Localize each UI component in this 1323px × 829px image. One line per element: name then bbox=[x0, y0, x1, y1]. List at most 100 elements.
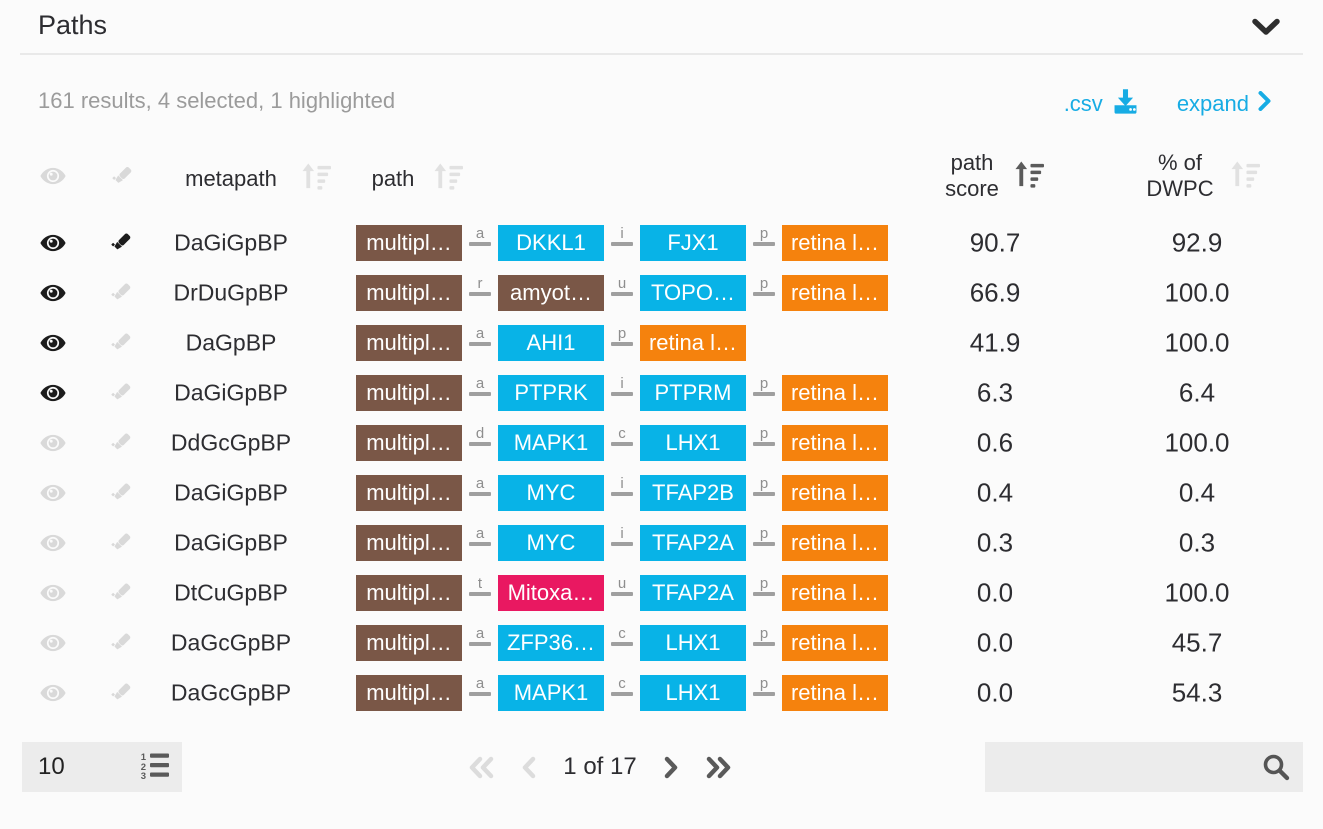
path-edge[interactable]: i bbox=[604, 375, 640, 411]
eye-toggle[interactable] bbox=[40, 233, 66, 253]
first-page-button[interactable] bbox=[468, 756, 495, 779]
highlight-toggle[interactable] bbox=[108, 381, 133, 406]
path-node-chip[interactable]: amyot… bbox=[498, 275, 604, 311]
path-node-chip[interactable]: FJX1 bbox=[640, 225, 746, 261]
path-edge[interactable]: i bbox=[604, 475, 640, 511]
path-edge[interactable]: u bbox=[604, 575, 640, 611]
path-edge[interactable]: a bbox=[462, 225, 498, 261]
path-edge[interactable]: p bbox=[746, 675, 782, 711]
path-node-chip[interactable]: retina l… bbox=[782, 275, 888, 311]
highlight-toggle[interactable] bbox=[108, 681, 133, 706]
sort-path-score-button[interactable] bbox=[1013, 160, 1046, 189]
path-edge[interactable]: a bbox=[462, 675, 498, 711]
highlight-toggle[interactable] bbox=[108, 431, 133, 456]
highlight-toggle[interactable] bbox=[108, 281, 133, 306]
path-node-chip[interactable]: retina l… bbox=[782, 225, 888, 261]
prev-page-button[interactable] bbox=[521, 756, 537, 779]
path-node-chip[interactable]: PTPRM bbox=[640, 375, 746, 411]
eye-toggle[interactable] bbox=[40, 633, 66, 653]
highlight-toggle[interactable] bbox=[108, 331, 133, 356]
path-node-chip[interactable]: multipl… bbox=[356, 575, 462, 611]
eye-toggle[interactable] bbox=[40, 333, 66, 353]
path-node-chip[interactable]: MYC bbox=[498, 475, 604, 511]
search-input[interactable] bbox=[985, 742, 1303, 792]
path-edge[interactable]: p bbox=[746, 525, 782, 561]
path-node-chip[interactable]: ZFP36… bbox=[498, 625, 604, 661]
path-node-chip[interactable]: multipl… bbox=[356, 625, 462, 661]
path-node-chip[interactable]: multipl… bbox=[356, 375, 462, 411]
path-node-chip[interactable]: LHX1 bbox=[640, 425, 746, 461]
sort-path-button[interactable] bbox=[432, 162, 465, 191]
eye-toggle[interactable] bbox=[40, 433, 66, 453]
eye-toggle[interactable] bbox=[40, 483, 66, 503]
path-edge[interactable]: a bbox=[462, 625, 498, 661]
path-node-chip[interactable]: TFAP2B bbox=[640, 475, 746, 511]
eye-toggle[interactable] bbox=[40, 283, 66, 303]
metapath-column-header[interactable]: metapath bbox=[185, 166, 277, 191]
path-node-chip[interactable]: retina l… bbox=[782, 525, 888, 561]
path-edge[interactable]: c bbox=[604, 675, 640, 711]
path-node-chip[interactable]: LHX1 bbox=[640, 625, 746, 661]
highlight-toggle[interactable] bbox=[108, 581, 133, 606]
eye-toggle[interactable] bbox=[40, 583, 66, 603]
eye-toggle[interactable] bbox=[40, 383, 66, 403]
next-page-button[interactable] bbox=[663, 756, 679, 779]
path-score-column-header[interactable]: path score bbox=[907, 150, 1037, 203]
path-node-chip[interactable]: retina l… bbox=[782, 475, 888, 511]
path-node-chip[interactable]: Mitoxa… bbox=[498, 575, 604, 611]
path-node-chip[interactable]: retina l… bbox=[782, 375, 888, 411]
path-node-chip[interactable]: retina l… bbox=[640, 325, 746, 361]
highlight-toggle[interactable] bbox=[108, 481, 133, 506]
download-csv-button[interactable]: .csv bbox=[1064, 88, 1139, 120]
expand-button[interactable]: expand bbox=[1177, 91, 1271, 117]
path-column-header[interactable]: path bbox=[371, 166, 415, 191]
path-edge[interactable]: r bbox=[462, 275, 498, 311]
path-edge[interactable]: p bbox=[746, 375, 782, 411]
path-node-chip[interactable]: multipl… bbox=[356, 325, 462, 361]
path-node-chip[interactable]: TOPO… bbox=[640, 275, 746, 311]
path-node-chip[interactable]: MYC bbox=[498, 525, 604, 561]
path-edge[interactable]: c bbox=[604, 625, 640, 661]
path-node-chip[interactable]: retina l… bbox=[782, 575, 888, 611]
path-node-chip[interactable]: MAPK1 bbox=[498, 675, 604, 711]
path-node-chip[interactable]: multipl… bbox=[356, 225, 462, 261]
path-node-chip[interactable]: retina l… bbox=[782, 625, 888, 661]
path-node-chip[interactable]: LHX1 bbox=[640, 675, 746, 711]
path-edge[interactable]: p bbox=[746, 475, 782, 511]
path-node-chip[interactable]: PTPRK bbox=[498, 375, 604, 411]
path-edge[interactable]: p bbox=[746, 625, 782, 661]
path-node-chip[interactable]: multipl… bbox=[356, 275, 462, 311]
path-edge[interactable]: a bbox=[462, 475, 498, 511]
path-edge[interactable]: a bbox=[462, 525, 498, 561]
sort-metapath-button[interactable] bbox=[300, 162, 333, 191]
highlight-toggle[interactable] bbox=[108, 231, 133, 256]
dwpc-column-header[interactable]: % of DWPC bbox=[1115, 150, 1245, 203]
highlight-toggle[interactable] bbox=[108, 631, 133, 656]
path-edge[interactable]: u bbox=[604, 275, 640, 311]
path-node-chip[interactable]: TFAP2A bbox=[640, 575, 746, 611]
sort-dwpc-button[interactable] bbox=[1229, 160, 1262, 189]
path-node-chip[interactable]: retina l… bbox=[782, 675, 888, 711]
path-node-chip[interactable]: multipl… bbox=[356, 475, 462, 511]
path-node-chip[interactable]: TFAP2A bbox=[640, 525, 746, 561]
eye-toggle[interactable] bbox=[40, 683, 66, 703]
path-node-chip[interactable]: multipl… bbox=[356, 525, 462, 561]
path-edge[interactable]: p bbox=[746, 275, 782, 311]
path-edge[interactable]: p bbox=[746, 425, 782, 461]
path-edge[interactable]: a bbox=[462, 375, 498, 411]
path-edge[interactable]: p bbox=[746, 575, 782, 611]
path-node-chip[interactable]: MAPK1 bbox=[498, 425, 604, 461]
path-edge[interactable]: i bbox=[604, 225, 640, 261]
path-node-chip[interactable]: AHI1 bbox=[498, 325, 604, 361]
path-node-chip[interactable]: DKKL1 bbox=[498, 225, 604, 261]
path-edge[interactable]: a bbox=[462, 325, 498, 361]
highlight-toggle[interactable] bbox=[108, 531, 133, 556]
path-node-chip[interactable]: retina l… bbox=[782, 425, 888, 461]
path-edge[interactable]: p bbox=[746, 225, 782, 261]
path-edge[interactable]: d bbox=[462, 425, 498, 461]
last-page-button[interactable] bbox=[705, 756, 732, 779]
page-size-select[interactable]: 10 1 2 3 bbox=[22, 742, 182, 792]
path-edge[interactable]: i bbox=[604, 525, 640, 561]
collapse-panel-button[interactable] bbox=[1247, 14, 1285, 41]
eye-toggle[interactable] bbox=[40, 533, 66, 553]
